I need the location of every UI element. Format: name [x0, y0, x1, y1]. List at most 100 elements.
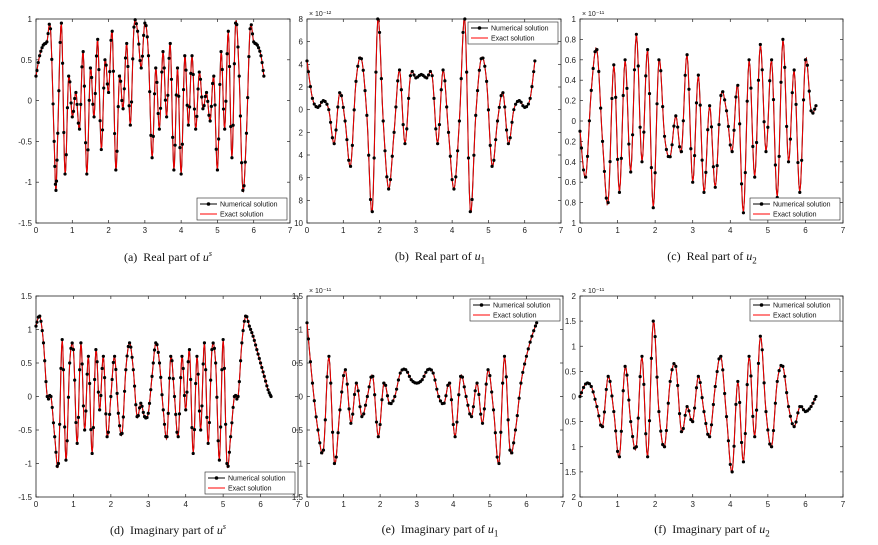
numerical-point-c	[597, 69, 601, 74]
numerical-point-e	[365, 394, 369, 399]
numerical-point-a	[243, 160, 247, 164]
numerical-point-b	[425, 76, 429, 80]
numerical-point-b	[385, 175, 389, 179]
numerical-point-a	[195, 114, 199, 118]
numerical-point-d	[127, 341, 132, 345]
numerical-point-b	[359, 57, 364, 61]
numerical-point-f	[629, 420, 633, 424]
numerical-point-e	[376, 435, 380, 439]
numerical-point-a	[204, 90, 209, 95]
x-tick-label-e: 6	[524, 500, 529, 509]
y-tick-label-d: -1	[25, 460, 33, 469]
numerical-point-a	[137, 42, 141, 46]
numerical-point-f	[676, 383, 680, 388]
numerical-point-b	[459, 77, 463, 81]
numerical-point-c	[798, 190, 802, 194]
numerical-point-e	[338, 408, 342, 412]
numerical-point-f	[600, 425, 605, 429]
numerical-point-d	[221, 337, 225, 342]
numerical-point-e	[464, 394, 468, 399]
numerical-point-a	[169, 77, 174, 81]
legend-numerical-marker-e	[479, 303, 484, 307]
numerical-point-c	[642, 130, 646, 134]
numerical-point-a	[70, 115, 74, 119]
numerical-point-e	[345, 382, 349, 386]
numerical-point-c	[649, 166, 653, 170]
numerical-point-f	[659, 429, 663, 433]
numerical-point-f	[796, 411, 800, 415]
x-tick-label-f: 5	[766, 500, 771, 509]
x-tick-label-b: 6	[522, 226, 527, 235]
x-tick-label-f: 0	[578, 500, 583, 509]
numerical-point-f	[683, 413, 687, 417]
numerical-point-a	[225, 52, 229, 56]
numerical-point-f	[775, 379, 779, 384]
numerical-point-a	[51, 102, 55, 106]
numerical-point-f	[698, 380, 702, 385]
numerical-point-d	[78, 368, 82, 372]
numerical-point-a	[98, 119, 102, 123]
y-tick-label-a: 0.5	[21, 56, 33, 65]
numerical-point-c	[694, 101, 699, 105]
numerical-point-c	[706, 128, 710, 132]
numerical-point-c	[640, 160, 644, 164]
numerical-point-b	[323, 99, 327, 104]
numerical-point-e	[490, 390, 494, 394]
numerical-point-a	[181, 87, 186, 92]
numerical-point-c	[747, 58, 751, 62]
numerical-point-f	[709, 423, 714, 427]
numerical-point-d	[206, 441, 210, 445]
numerical-point-b	[345, 138, 349, 142]
numerical-point-c	[677, 145, 682, 149]
numerical-point-a	[172, 168, 176, 172]
numerical-point-b	[488, 143, 492, 147]
numerical-point-c	[739, 182, 744, 186]
numerical-point-a	[240, 161, 244, 165]
numerical-point-a	[73, 96, 77, 101]
y-tick-label-e: 0.5	[292, 426, 304, 435]
numerical-point-d	[117, 424, 122, 428]
numerical-point-e	[471, 405, 475, 409]
numerical-point-a	[247, 55, 251, 59]
numerical-point-f	[764, 409, 768, 414]
numerical-point-b	[399, 88, 403, 92]
legend-exact-label-c: Exact solution	[773, 212, 817, 219]
numerical-point-c	[623, 58, 627, 62]
numerical-point-c	[606, 201, 610, 205]
numerical-point-c	[770, 58, 774, 62]
x-tick-label-a: 4	[179, 226, 184, 235]
numerical-point-b	[506, 142, 510, 146]
numerical-point-d	[256, 352, 260, 356]
numerical-point-f	[593, 397, 597, 401]
numerical-point-e	[308, 360, 313, 364]
numerical-point-e	[504, 375, 508, 379]
x-tick-label-f: 1	[615, 500, 620, 509]
numerical-point-c	[779, 80, 783, 84]
numerical-point-c	[811, 111, 815, 115]
numerical-point-f	[781, 364, 785, 368]
numerical-point-f	[700, 396, 704, 400]
numerical-point-e	[453, 435, 457, 439]
y-tick-label-c: 1	[572, 15, 577, 24]
numerical-point-b	[332, 142, 336, 146]
numerical-point-e	[312, 399, 316, 403]
numerical-point-b	[454, 175, 458, 179]
y-tick-label-f: 2	[572, 292, 577, 301]
numerical-point-e	[341, 374, 346, 378]
numerical-point-c	[728, 143, 732, 147]
numerical-point-d	[44, 380, 48, 384]
numerical-point-c	[708, 104, 712, 108]
numerical-point-a	[226, 29, 230, 33]
y-tick-label-b: 6	[299, 174, 304, 183]
numerical-point-d	[211, 341, 215, 345]
x-tick-label-d: 5	[221, 500, 226, 509]
legend-box-e	[469, 298, 561, 322]
numerical-point-a	[39, 49, 43, 53]
numerical-point-a	[50, 57, 54, 61]
numerical-point-c	[629, 170, 633, 174]
numerical-point-f	[661, 442, 665, 447]
numerical-point-a	[259, 54, 263, 58]
numerical-point-e	[431, 371, 435, 375]
numerical-point-a	[100, 128, 105, 132]
